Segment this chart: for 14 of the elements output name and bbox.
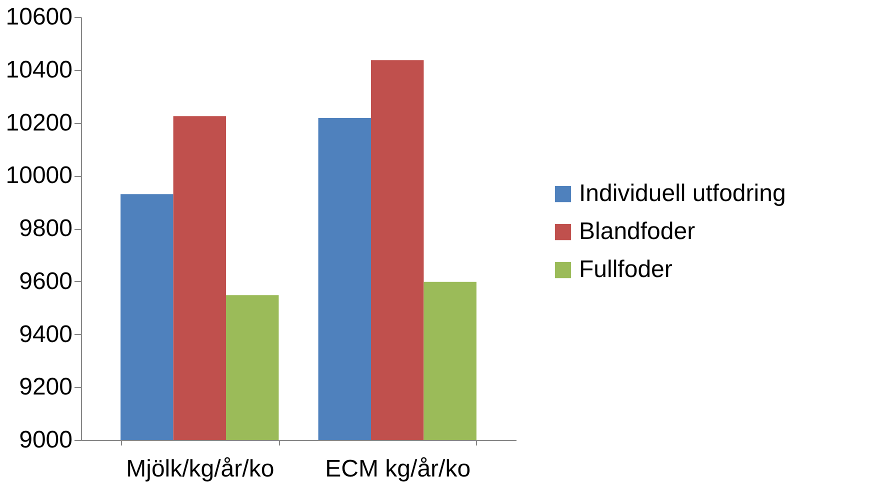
y-tick-label: 9400 [19,320,72,348]
y-tick-label: 10600 [6,4,72,30]
y-tick-label: 9200 [19,374,72,401]
x-tick-label: ECM kg/år/ko [325,456,471,482]
y-tick-label: 9600 [19,268,72,295]
y-tick-label: 10400 [6,56,72,84]
legend-label: Individuell utfodring [579,180,786,207]
y-tick-label: 10200 [6,109,72,136]
y-tick-label: 9800 [19,215,72,242]
y-tick-label: 9000 [19,426,72,454]
legend-label: Fullfoder [579,256,672,283]
y-tick-label: 10000 [6,162,72,190]
legend-label: Blandfoder [579,218,696,245]
x-tick-label: Mjölk/kg/år/ko [126,456,274,482]
